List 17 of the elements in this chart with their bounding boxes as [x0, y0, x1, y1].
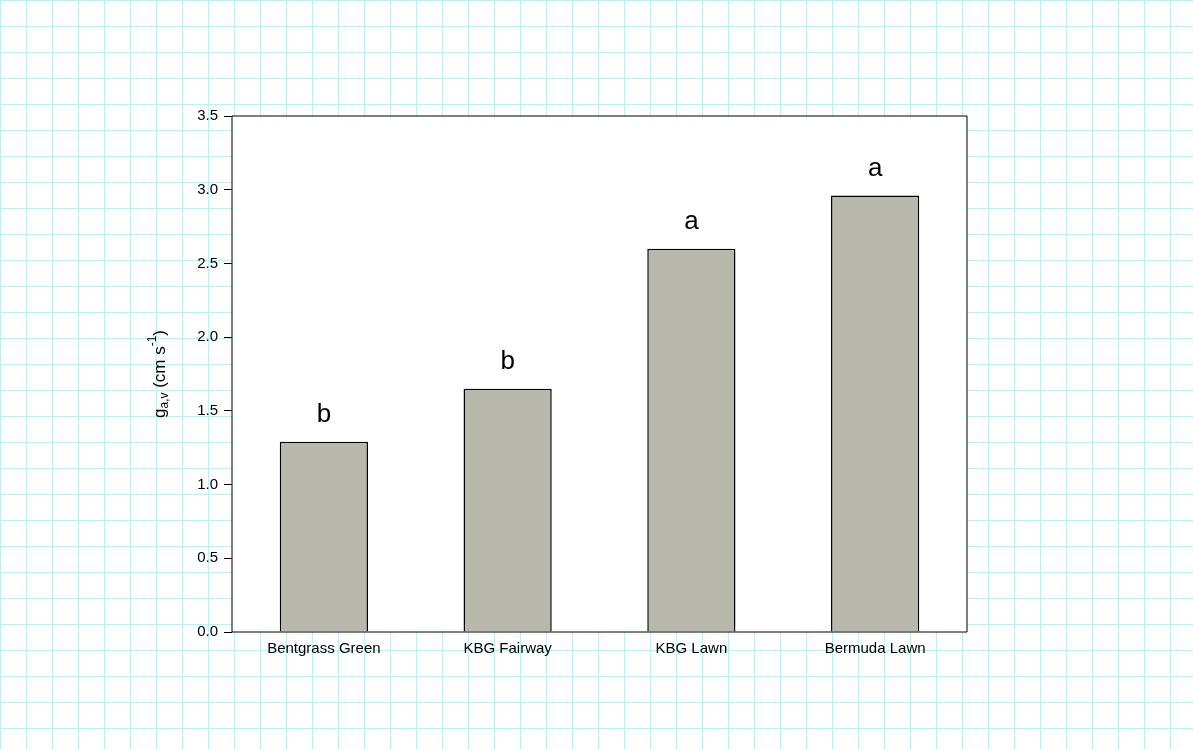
- x-tick-label: Bermuda Lawn: [824, 639, 926, 657]
- y-tick-label: 3.5: [197, 106, 218, 124]
- y-tick-label: 2.5: [197, 253, 218, 271]
- y-tick-label: 0.0: [197, 622, 218, 640]
- annotation: b: [316, 397, 332, 428]
- x-tick-label: Bentgrass Green: [267, 639, 381, 657]
- y-tick-label: 1.0: [197, 474, 218, 492]
- y-tick-label: 2.0: [197, 327, 218, 345]
- annotation: b: [500, 344, 515, 375]
- annotation: a: [684, 204, 700, 235]
- y-tick-label: 3.0: [197, 179, 218, 197]
- y-axis-title: ga,v (cm s-1): [145, 330, 172, 418]
- y-tick-label: 1.5: [197, 401, 218, 418]
- annotation: a: [867, 151, 883, 182]
- y-tick-label: 0.5: [197, 548, 218, 566]
- x-tick-label: KBG Fairway: [463, 639, 553, 657]
- x-tick-label: KBG Lawn: [655, 639, 728, 657]
